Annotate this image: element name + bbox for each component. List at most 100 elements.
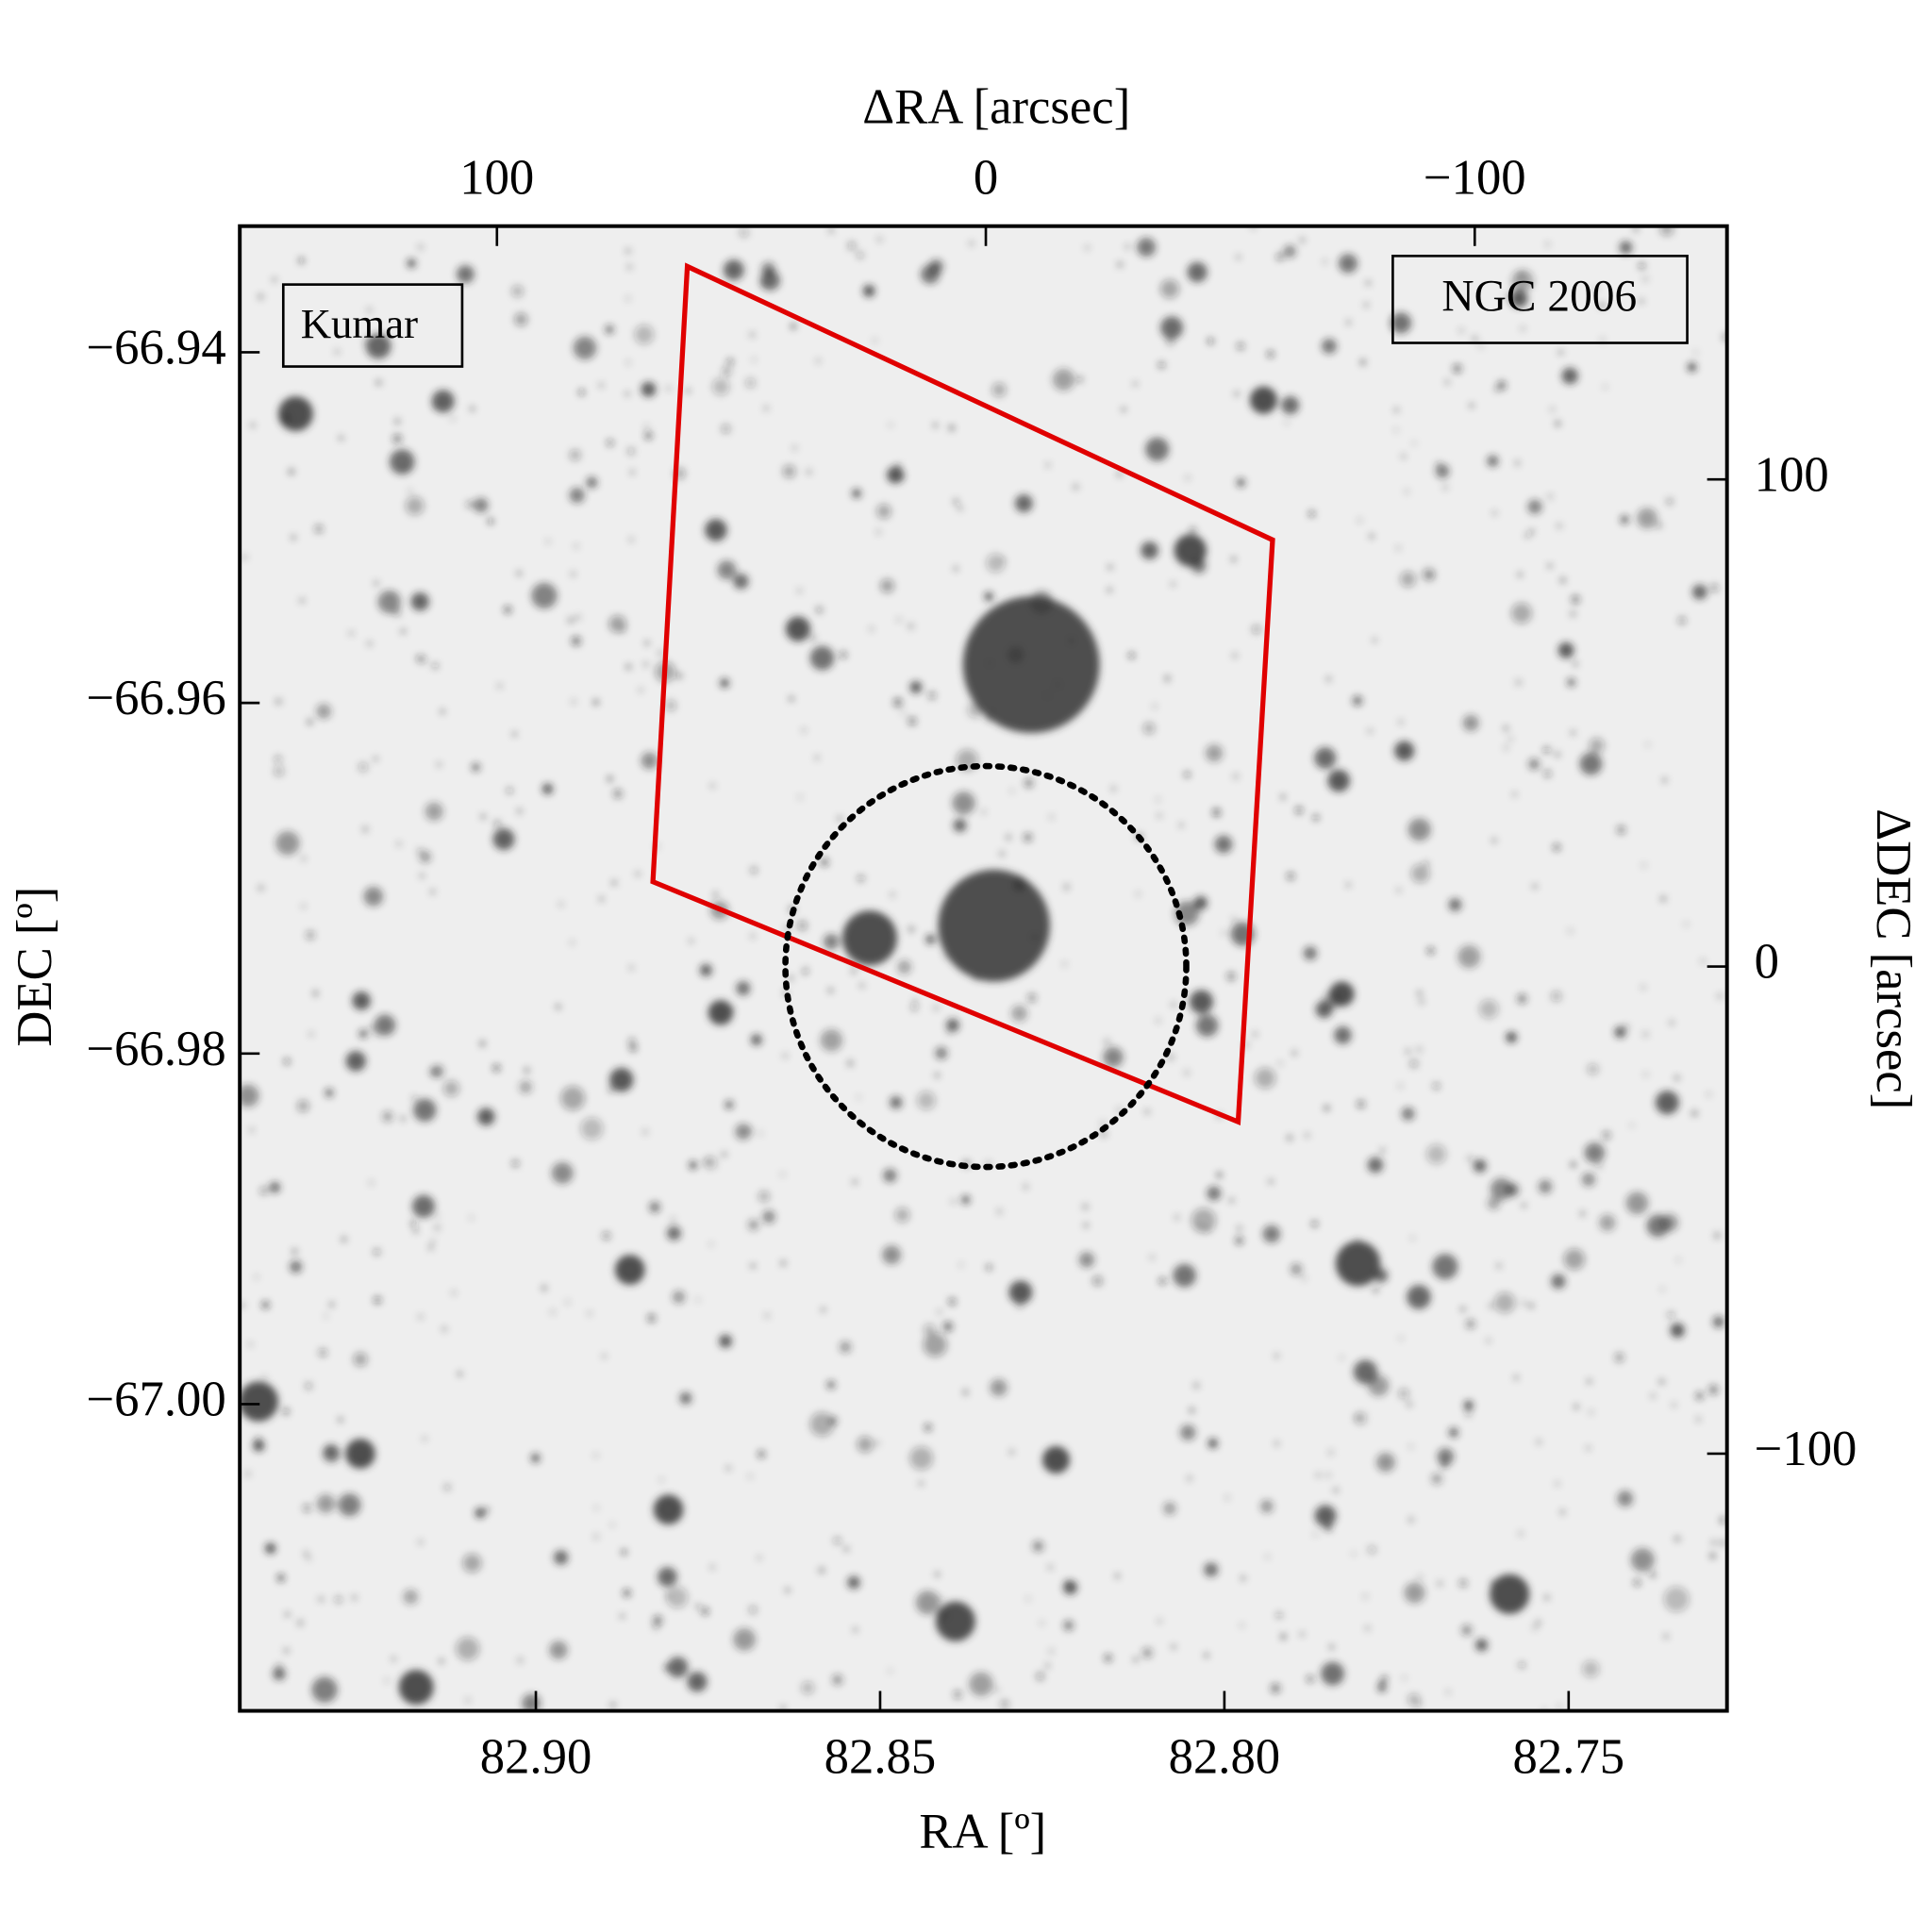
star [705, 519, 727, 541]
star [758, 1131, 762, 1136]
star [407, 258, 416, 268]
star [1032, 1541, 1044, 1552]
star [889, 423, 893, 427]
star [735, 1124, 752, 1141]
star [514, 312, 528, 326]
star [301, 857, 306, 861]
star [859, 983, 864, 988]
star [726, 1466, 731, 1471]
star [1714, 1232, 1721, 1239]
star [1445, 380, 1450, 385]
star [818, 1567, 824, 1574]
star [276, 1663, 281, 1668]
star [1222, 930, 1226, 935]
star [708, 1000, 734, 1025]
star [1329, 1644, 1334, 1649]
star [1536, 1440, 1541, 1445]
star [275, 831, 300, 856]
star [1490, 1574, 1530, 1614]
star [748, 1606, 758, 1614]
star [1156, 1018, 1160, 1023]
star [649, 1201, 660, 1213]
star [288, 469, 294, 475]
star [1674, 1536, 1680, 1542]
star [1167, 1054, 1174, 1061]
star [1401, 1107, 1415, 1121]
star [593, 699, 599, 706]
star [1327, 1449, 1334, 1456]
star [410, 592, 429, 611]
star [1512, 791, 1517, 797]
star [273, 1667, 286, 1681]
star [1408, 1518, 1413, 1523]
star [1634, 1579, 1641, 1586]
star [763, 406, 769, 411]
star [560, 1086, 586, 1110]
star [1551, 1274, 1566, 1290]
star [1115, 1574, 1120, 1578]
star [719, 1334, 732, 1348]
star [1111, 786, 1116, 791]
star [365, 333, 391, 359]
star [1367, 1157, 1384, 1174]
star [1363, 1594, 1368, 1599]
star [720, 678, 729, 688]
star [1190, 526, 1196, 534]
star [1550, 408, 1555, 412]
star [909, 1446, 933, 1471]
star [958, 506, 963, 511]
star [1137, 238, 1157, 257]
star [1506, 1031, 1517, 1043]
annotation: NGC 2006 [1441, 273, 1637, 322]
star [933, 423, 938, 427]
star [994, 1688, 999, 1692]
star [1235, 1237, 1243, 1244]
star [519, 1080, 532, 1094]
x-tick-label: 82.85 [824, 1730, 937, 1785]
star [1290, 1263, 1303, 1275]
star [789, 696, 794, 702]
star [297, 1619, 304, 1626]
star [1049, 815, 1054, 820]
star [1313, 1532, 1318, 1537]
star [284, 1058, 291, 1065]
star [1145, 1109, 1149, 1114]
star [1522, 1301, 1526, 1306]
star [708, 1241, 713, 1246]
star [389, 449, 415, 475]
star [1063, 884, 1070, 891]
star [394, 419, 400, 425]
star [277, 1574, 285, 1582]
star [462, 1554, 482, 1573]
star [847, 1575, 860, 1590]
star [550, 1309, 556, 1315]
star [1352, 1552, 1356, 1557]
star [644, 425, 649, 429]
star [275, 698, 282, 705]
star [1660, 896, 1666, 902]
star [1521, 326, 1525, 331]
star [1159, 279, 1180, 299]
star [857, 1095, 861, 1100]
star [1617, 1491, 1634, 1507]
star [710, 784, 715, 788]
star [625, 664, 631, 670]
star [1333, 1488, 1339, 1493]
star [897, 959, 912, 974]
star [958, 1262, 963, 1268]
star [929, 258, 943, 274]
star [625, 296, 630, 301]
star [1017, 1304, 1022, 1308]
star [1208, 338, 1214, 344]
star [316, 704, 332, 720]
star [420, 874, 425, 878]
star [1479, 343, 1484, 348]
star [1190, 1407, 1194, 1413]
star [1404, 489, 1409, 494]
star [1171, 582, 1175, 587]
star [1163, 1502, 1176, 1515]
star [1283, 245, 1296, 258]
star [919, 1481, 924, 1486]
star [1650, 1572, 1656, 1577]
star [666, 386, 671, 391]
